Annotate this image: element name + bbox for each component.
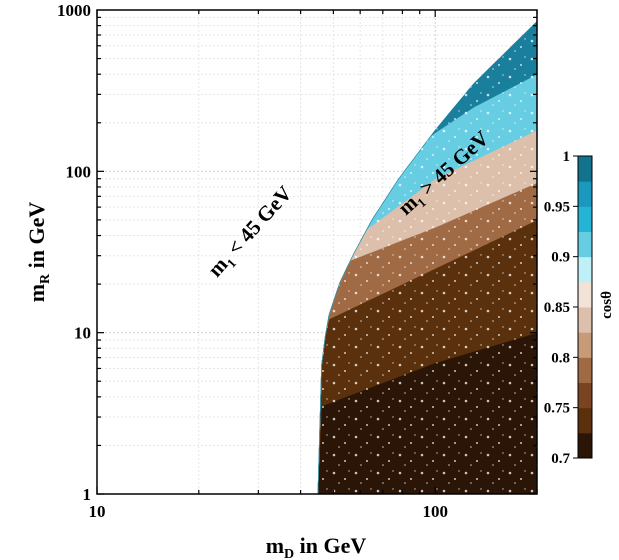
x-tick-label: 100	[422, 502, 448, 521]
colorbar-tick-label: 0.85	[544, 300, 570, 316]
y-tick-label: 1	[83, 485, 92, 504]
colorbar-tick-label: 0.7	[551, 451, 570, 467]
colorbar-title: cosθ	[599, 291, 615, 319]
y-tick-label: 1000	[57, 1, 91, 20]
colorbar-swatch	[578, 307, 592, 333]
colorbar-swatch	[578, 357, 592, 383]
colorbar-swatch	[578, 181, 592, 207]
colorbar: 0.7 0.75 0.8 0.85 0.9 0.95 1	[544, 149, 593, 467]
colorbar-swatch	[578, 432, 592, 459]
colorbar-tick-label: 1	[563, 149, 571, 165]
colorbar-swatch	[578, 281, 592, 308]
y-axis-title: mR in GeV	[24, 202, 53, 303]
colorbar-swatch	[578, 206, 592, 232]
colorbar-swatch	[578, 156, 592, 182]
colorbar-swatch	[578, 382, 592, 409]
y-tick-label: 100	[66, 162, 92, 181]
colorbar-tick-label: 0.9	[551, 250, 570, 266]
x-axis-title: mD in GeV	[266, 533, 367, 560]
x-tick-label: 10	[89, 502, 106, 521]
colorbar-tick-label: 0.8	[551, 350, 570, 366]
colorbar-swatch	[578, 332, 592, 358]
axis-ticks	[96, 10, 538, 495]
y-tick-label: 10	[74, 324, 91, 343]
grid-lines	[97, 10, 537, 494]
scatter-texture	[317, 21, 537, 494]
colorbar-tick-label: 0.75	[544, 401, 570, 417]
colored-region	[317, 20, 537, 494]
colorbar-tick-label: 0.95	[544, 199, 570, 215]
plot-frame	[96, 9, 538, 495]
colorbar-swatch	[578, 231, 592, 258]
colorbar-swatch	[578, 407, 592, 434]
colorbar-swatch	[578, 256, 592, 283]
